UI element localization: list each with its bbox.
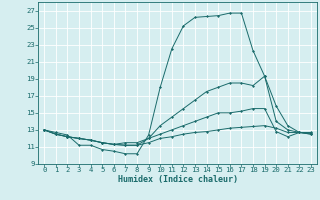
X-axis label: Humidex (Indice chaleur): Humidex (Indice chaleur): [118, 175, 238, 184]
